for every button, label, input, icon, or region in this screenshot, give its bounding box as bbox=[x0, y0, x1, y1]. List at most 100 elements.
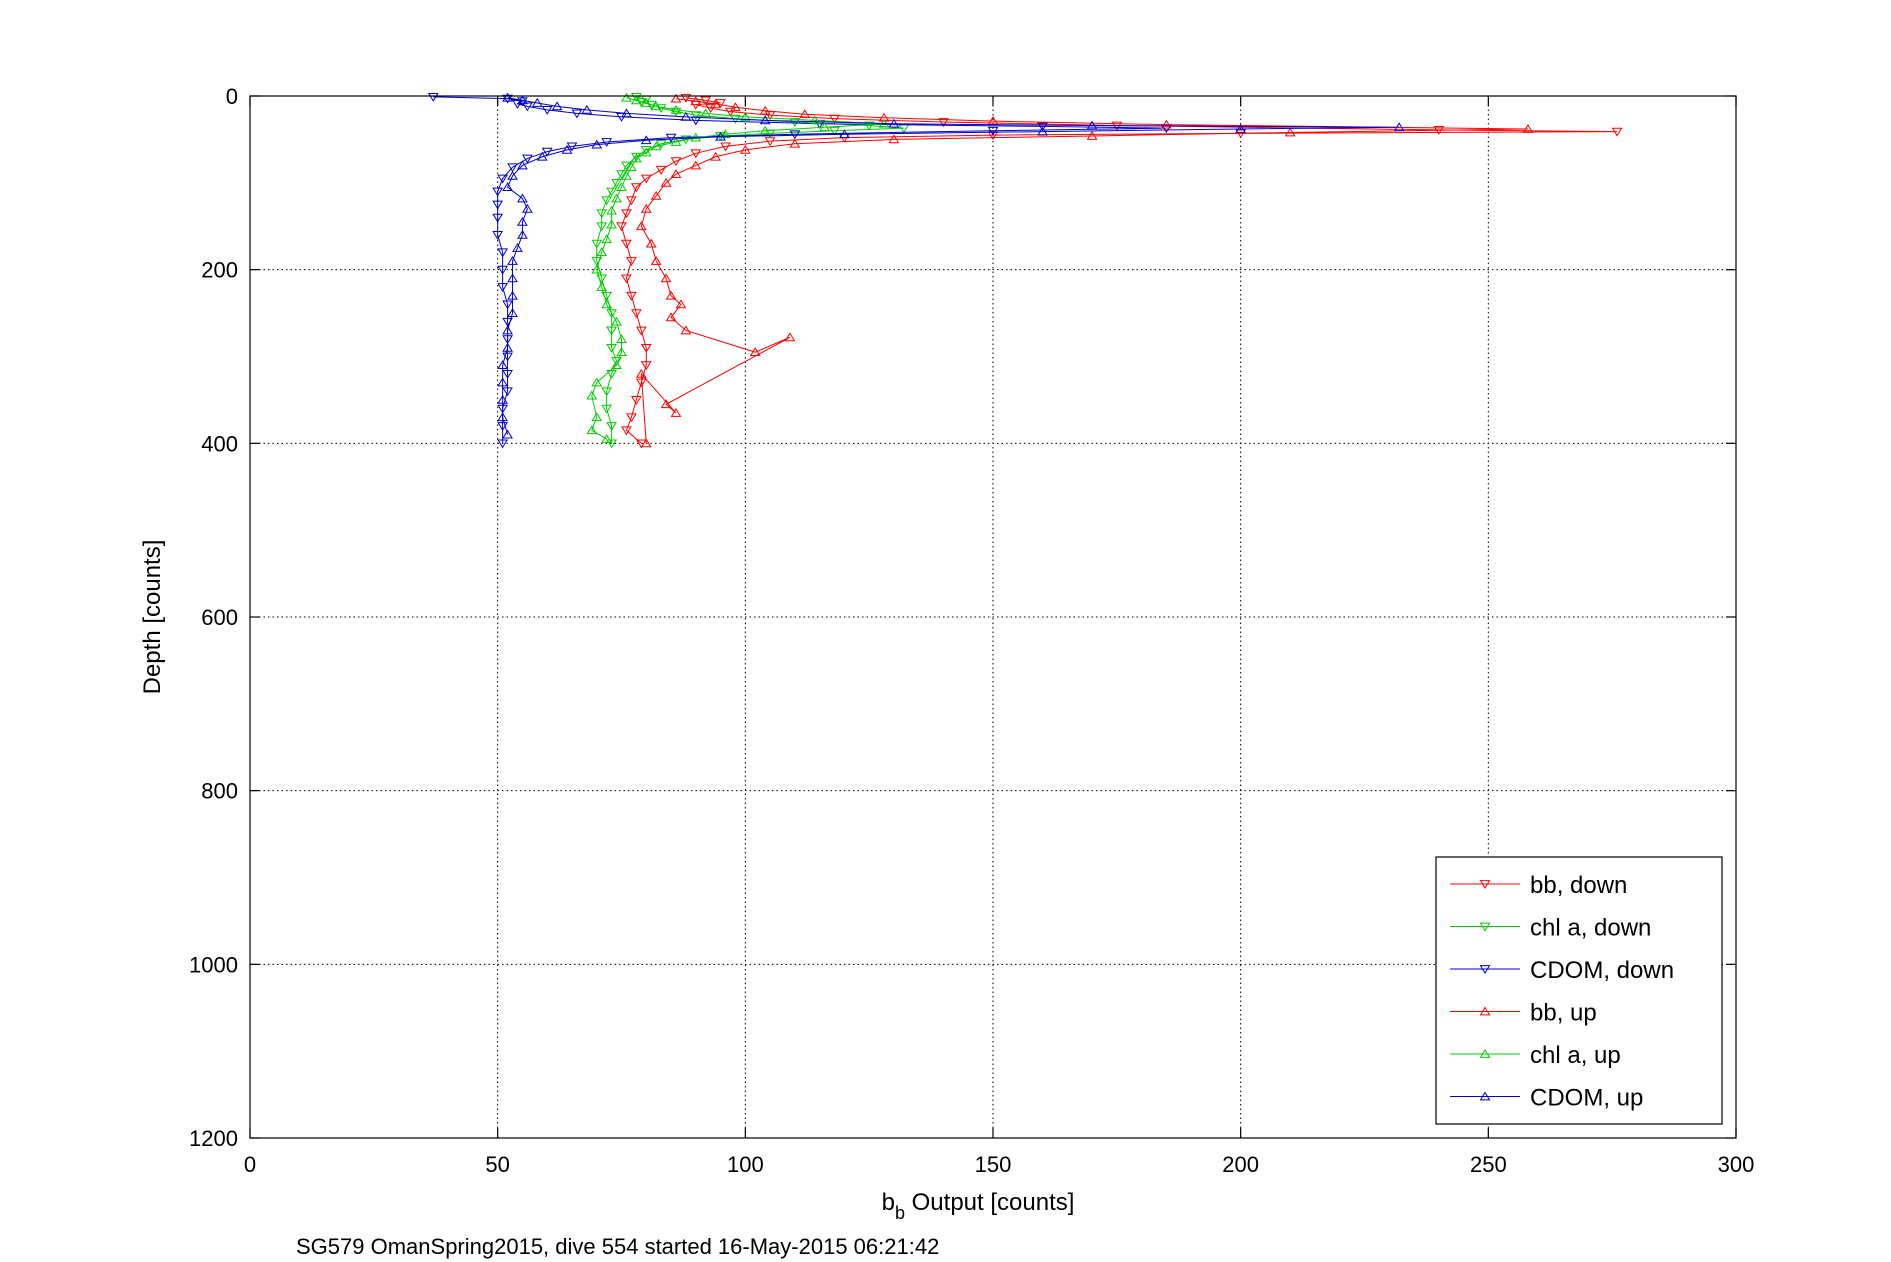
data-point bbox=[789, 118, 801, 128]
data-point bbox=[710, 151, 722, 161]
data-point bbox=[611, 178, 622, 188]
data-point bbox=[650, 141, 662, 151]
x-tick-label: 200 bbox=[1222, 1152, 1259, 1177]
data-point bbox=[502, 387, 513, 397]
data-point bbox=[789, 138, 801, 148]
legend-marker bbox=[1479, 965, 1491, 975]
data-point bbox=[427, 92, 439, 102]
data-point bbox=[670, 169, 682, 179]
y-tick-label: 0 bbox=[226, 84, 238, 109]
legend-item: chl a, up bbox=[1450, 1042, 1621, 1069]
data-point bbox=[497, 439, 509, 449]
data-point bbox=[507, 308, 518, 317]
legend-item: CDOM, down bbox=[1450, 957, 1674, 984]
data-point bbox=[502, 94, 513, 104]
data-point bbox=[680, 93, 692, 103]
data-point bbox=[739, 144, 751, 154]
data-point bbox=[650, 255, 662, 265]
data-point bbox=[626, 257, 637, 266]
x-tick-label: 100 bbox=[727, 1152, 764, 1177]
legend-item: chl a, down bbox=[1450, 915, 1651, 942]
data-point bbox=[670, 137, 682, 146]
legend-label: chl a, up bbox=[1530, 1042, 1621, 1069]
y-tick-label: 1200 bbox=[189, 1126, 238, 1151]
data-point bbox=[640, 147, 652, 157]
data-point bbox=[517, 229, 528, 239]
data-point bbox=[601, 234, 613, 244]
data-point bbox=[650, 190, 662, 200]
data-point bbox=[987, 131, 999, 141]
data-point bbox=[640, 97, 652, 107]
data-point bbox=[621, 274, 632, 284]
data-point bbox=[987, 126, 999, 136]
data-point bbox=[492, 187, 504, 197]
legend-label: CDOM, up bbox=[1530, 1085, 1643, 1112]
data-point bbox=[517, 193, 528, 203]
data-point bbox=[517, 160, 528, 170]
data-point bbox=[596, 209, 608, 219]
x-tick-label: 300 bbox=[1718, 1152, 1755, 1177]
data-point bbox=[621, 161, 632, 171]
series-chl-a-down bbox=[591, 92, 910, 449]
data-point bbox=[512, 242, 523, 252]
data-point bbox=[606, 422, 617, 431]
data-point bbox=[626, 196, 637, 206]
data-point bbox=[630, 92, 642, 102]
data-point bbox=[611, 193, 622, 203]
data-point bbox=[621, 426, 632, 436]
data-point bbox=[586, 425, 598, 435]
data-point bbox=[621, 92, 632, 102]
data-point bbox=[596, 222, 608, 232]
data-point bbox=[611, 360, 622, 370]
data-point bbox=[606, 187, 617, 197]
data-point bbox=[1160, 119, 1172, 129]
data-point bbox=[1284, 127, 1296, 137]
y-axis-label: Depth [counts] bbox=[139, 540, 166, 695]
legend-marker bbox=[1479, 922, 1491, 932]
data-point bbox=[497, 412, 509, 422]
y-tick-label: 800 bbox=[201, 779, 238, 804]
data-point bbox=[710, 98, 722, 108]
data-point bbox=[626, 413, 637, 423]
x-axis-label-subscript: b bbox=[895, 1203, 905, 1223]
legend-marker bbox=[1479, 1006, 1491, 1016]
data-point bbox=[1235, 123, 1247, 133]
data-point bbox=[492, 231, 504, 240]
data-point bbox=[616, 170, 627, 180]
data-point bbox=[655, 104, 667, 114]
data-point bbox=[626, 291, 637, 301]
data-point bbox=[626, 162, 637, 172]
data-point bbox=[725, 107, 736, 117]
data-point bbox=[655, 165, 667, 175]
data-point bbox=[730, 102, 741, 112]
x-tick-label: 0 bbox=[244, 1152, 256, 1177]
data-point bbox=[601, 299, 613, 309]
data-point bbox=[640, 438, 652, 448]
data-point bbox=[1037, 122, 1048, 132]
data-point bbox=[606, 205, 617, 215]
series-line bbox=[591, 97, 885, 440]
data-point bbox=[1086, 130, 1098, 140]
legend-marker bbox=[1479, 1091, 1491, 1101]
x-tick-label: 50 bbox=[485, 1152, 509, 1177]
y-tick-label: 1000 bbox=[189, 952, 238, 977]
data-point bbox=[521, 203, 533, 213]
data-point bbox=[596, 282, 608, 291]
data-point bbox=[700, 96, 712, 106]
data-point bbox=[497, 394, 509, 404]
data-point bbox=[497, 265, 509, 275]
data-point bbox=[551, 101, 563, 111]
data-point bbox=[680, 325, 692, 335]
data-point bbox=[640, 174, 652, 184]
data-point bbox=[1522, 123, 1534, 133]
data-point bbox=[938, 118, 949, 128]
data-point bbox=[621, 170, 632, 180]
data-point bbox=[1611, 127, 1623, 137]
data-point bbox=[521, 102, 533, 112]
data-point bbox=[611, 356, 622, 366]
data-point bbox=[630, 153, 642, 163]
data-point bbox=[690, 149, 702, 159]
data-point bbox=[680, 111, 692, 121]
series-chl-a-up bbox=[586, 92, 890, 443]
